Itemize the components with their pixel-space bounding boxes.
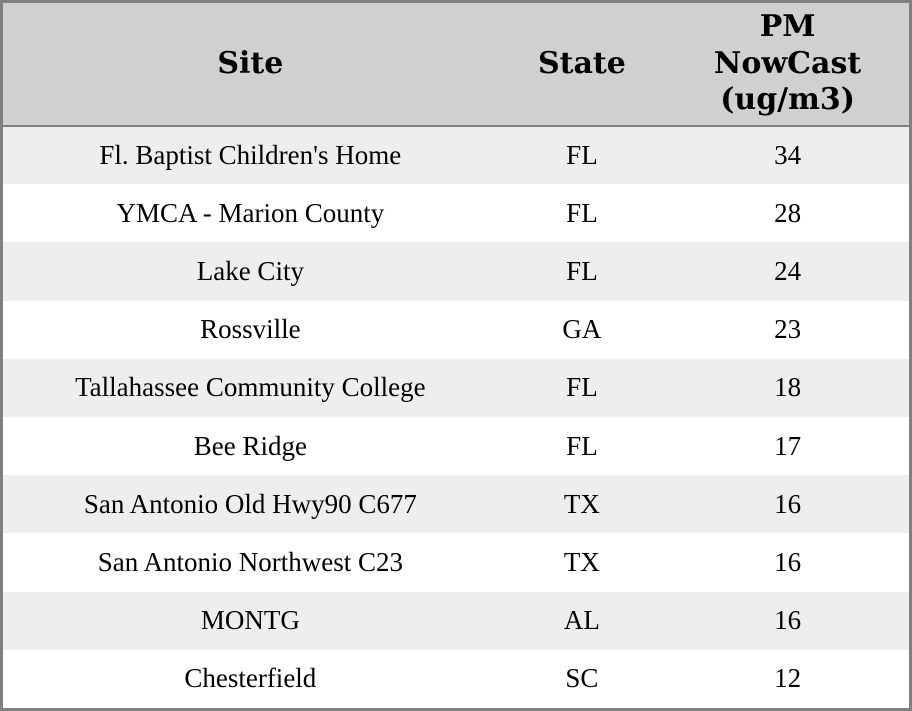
pm-nowcast-cell: 28 (774, 197, 802, 228)
state-cell: FL (566, 430, 598, 461)
state-cell: SC (565, 663, 599, 694)
table-row: Tallahassee Community College FL 18 (3, 358, 909, 417)
pm-nowcast-cell: 24 (774, 255, 802, 286)
table-row: Fl. Baptist Children's Home FL 34 (3, 126, 909, 185)
table-row: Rossville GA 23 (3, 300, 909, 359)
table-row: Lake City FL 24 (3, 242, 909, 301)
column-header-pm-nowcast-label: PM NowCast (ug/m3) (713, 9, 862, 118)
pm-nowcast-cell: 17 (774, 430, 802, 461)
state-cell: AL (563, 605, 600, 636)
pm-nowcast-cell: 34 (774, 140, 802, 171)
state-cell: FL (566, 372, 598, 403)
pm-nowcast-cell: 23 (774, 314, 802, 345)
table-header: Site State PM NowCast (ug/m3) (3, 3, 909, 127)
state-cell: FL (566, 255, 598, 286)
column-header-pm-nowcast: PM NowCast (ug/m3) (666, 3, 909, 127)
pm-nowcast-cell: 12 (774, 663, 802, 694)
pm-nowcast-cell: 16 (774, 605, 802, 636)
column-header-site: Site (3, 3, 498, 127)
header-row: Site State PM NowCast (ug/m3) (3, 3, 909, 127)
site-cell: Fl. Baptist Children's Home (99, 140, 402, 171)
table-row: San Antonio Old Hwy90 C677 TX 16 (3, 475, 909, 534)
state-cell: FL (566, 140, 598, 171)
state-cell: GA (562, 314, 602, 345)
table-row: YMCA - Marion County FL 28 (3, 184, 909, 243)
column-header-state: State (497, 3, 667, 127)
pm-nowcast-cell: 18 (774, 372, 802, 403)
pm-nowcast-cell: 16 (774, 546, 802, 577)
site-cell: Tallahassee Community College (75, 372, 426, 403)
table-body: Fl. Baptist Children's Home FL 34 YMCA -… (3, 126, 909, 708)
state-cell: FL (566, 197, 598, 228)
table-row: MONTG AL 16 (3, 591, 909, 650)
site-cell: Bee Ridge (193, 430, 307, 461)
state-cell: TX (563, 488, 600, 519)
table-row: Bee Ridge FL 17 (3, 416, 909, 476)
table-row: Chesterfield SC 12 (3, 649, 909, 708)
site-cell: San Antonio Old Hwy90 C677 (83, 488, 417, 519)
site-cell: Rossville (200, 314, 301, 345)
pm-nowcast-table: Site State PM NowCast (ug/m3) Fl. Baptis… (3, 3, 909, 708)
state-cell: TX (563, 546, 600, 577)
pm-nowcast-cell: 16 (774, 488, 802, 519)
table-row: San Antonio Northwest C23 TX 16 (3, 533, 909, 592)
site-cell: Chesterfield (184, 663, 317, 694)
site-cell: Lake City (196, 255, 304, 286)
site-cell: YMCA - Marion County (116, 197, 385, 228)
site-cell: MONTG (200, 605, 300, 636)
site-cell: San Antonio Northwest C23 (97, 546, 403, 577)
